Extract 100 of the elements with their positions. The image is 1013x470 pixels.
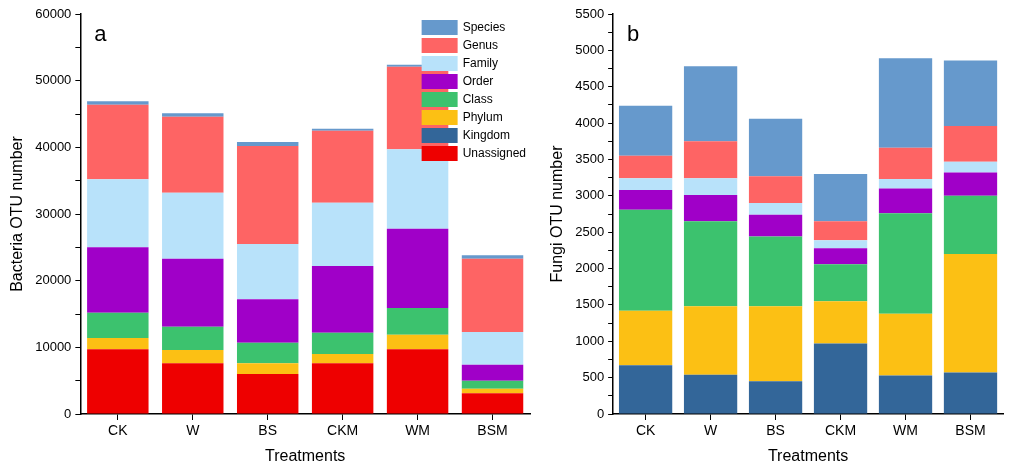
bar bbox=[87, 104, 149, 180]
x-tick-label: BS bbox=[258, 422, 278, 439]
bar bbox=[748, 236, 803, 307]
bar bbox=[311, 128, 374, 131]
bar bbox=[878, 179, 933, 189]
bar bbox=[748, 381, 803, 414]
bar bbox=[618, 178, 673, 190]
bar bbox=[311, 332, 374, 354]
bar bbox=[943, 161, 998, 173]
bar bbox=[461, 258, 524, 332]
bar bbox=[236, 142, 299, 146]
bar bbox=[162, 363, 224, 414]
bar bbox=[311, 130, 374, 203]
bar bbox=[878, 213, 933, 314]
x-tick-label: W bbox=[703, 422, 718, 439]
x-tick-label: BSM bbox=[477, 422, 508, 439]
bar bbox=[878, 147, 933, 180]
bar bbox=[236, 146, 299, 244]
bar bbox=[236, 244, 299, 300]
bar bbox=[813, 174, 868, 222]
legend-label: Genus bbox=[462, 37, 498, 52]
bar bbox=[461, 332, 524, 365]
bar bbox=[618, 310, 673, 366]
bar bbox=[386, 149, 449, 229]
legend-label: Phylum bbox=[462, 109, 503, 124]
y-tick-label: 1000 bbox=[575, 332, 605, 348]
x-tick-label: W bbox=[186, 422, 201, 439]
y-axis-title: Fungi OTU number bbox=[548, 144, 566, 283]
bar bbox=[87, 338, 149, 350]
bar bbox=[683, 374, 738, 414]
bar bbox=[461, 380, 524, 389]
y-tick-label: 4000 bbox=[575, 114, 605, 130]
annotation: a bbox=[94, 21, 108, 47]
y-tick-label: 50000 bbox=[35, 72, 72, 88]
bar bbox=[311, 202, 374, 266]
bar bbox=[386, 308, 449, 335]
annotation: b bbox=[627, 21, 640, 47]
x-tick-label: WM bbox=[405, 422, 431, 439]
bar bbox=[461, 364, 524, 381]
y-tick-label: 3000 bbox=[575, 187, 605, 203]
legend-label: Family bbox=[462, 55, 498, 70]
legend-label: Order bbox=[462, 73, 494, 88]
bar bbox=[87, 349, 149, 414]
y-tick-label: 60000 bbox=[35, 5, 72, 21]
bar bbox=[386, 228, 449, 308]
y-tick-label: 0 bbox=[596, 405, 605, 421]
y-tick-label: 2000 bbox=[575, 260, 605, 276]
legend-label: Kingdom bbox=[462, 127, 510, 142]
bar bbox=[813, 301, 868, 344]
bar bbox=[162, 350, 224, 364]
bar bbox=[813, 343, 868, 414]
bar bbox=[386, 334, 449, 350]
bar bbox=[683, 178, 738, 196]
bar bbox=[878, 375, 933, 414]
bar bbox=[311, 363, 374, 414]
y-tick-label: 20000 bbox=[35, 272, 72, 288]
bar bbox=[236, 374, 299, 414]
bar bbox=[943, 172, 998, 196]
bar bbox=[748, 118, 803, 177]
bar bbox=[162, 326, 224, 350]
bar bbox=[162, 258, 224, 327]
bar bbox=[162, 113, 224, 117]
bar bbox=[748, 306, 803, 382]
bar bbox=[943, 60, 998, 126]
bar bbox=[162, 116, 224, 193]
bar bbox=[236, 363, 299, 374]
x-axis-title: Treatments bbox=[767, 446, 849, 464]
y-tick-label: 30000 bbox=[35, 205, 72, 221]
bar bbox=[813, 240, 868, 249]
y-tick-label: 500 bbox=[582, 369, 605, 385]
bar bbox=[461, 255, 524, 259]
y-tick-label: 5500 bbox=[575, 5, 605, 21]
bar bbox=[813, 264, 868, 302]
x-tick-label: BSM bbox=[955, 422, 986, 439]
x-tick-label: CK bbox=[635, 422, 656, 439]
bar bbox=[236, 342, 299, 364]
bar bbox=[311, 266, 374, 333]
legend-label: Unassigned bbox=[462, 145, 526, 160]
bar bbox=[683, 221, 738, 307]
bar bbox=[311, 354, 374, 364]
bar bbox=[943, 126, 998, 162]
bar bbox=[87, 179, 149, 248]
bar bbox=[813, 221, 868, 241]
y-tick-label: 0 bbox=[64, 405, 72, 421]
bar bbox=[943, 195, 998, 254]
y-tick-label: 4500 bbox=[575, 78, 605, 94]
bar bbox=[87, 312, 149, 338]
bar bbox=[386, 349, 449, 414]
x-axis-title: Treatments bbox=[265, 446, 346, 464]
x-tick-label: CKM bbox=[327, 422, 359, 439]
bar bbox=[683, 66, 738, 142]
y-tick-label: 40000 bbox=[35, 138, 72, 154]
y-tick-label: 10000 bbox=[35, 338, 72, 354]
bar bbox=[618, 155, 673, 179]
legend-label: Species bbox=[462, 19, 506, 34]
bar bbox=[813, 248, 868, 265]
y-axis-title: Bacteria OTU number bbox=[8, 135, 26, 292]
bar bbox=[683, 195, 738, 222]
bar bbox=[618, 209, 673, 311]
bar bbox=[461, 393, 524, 414]
